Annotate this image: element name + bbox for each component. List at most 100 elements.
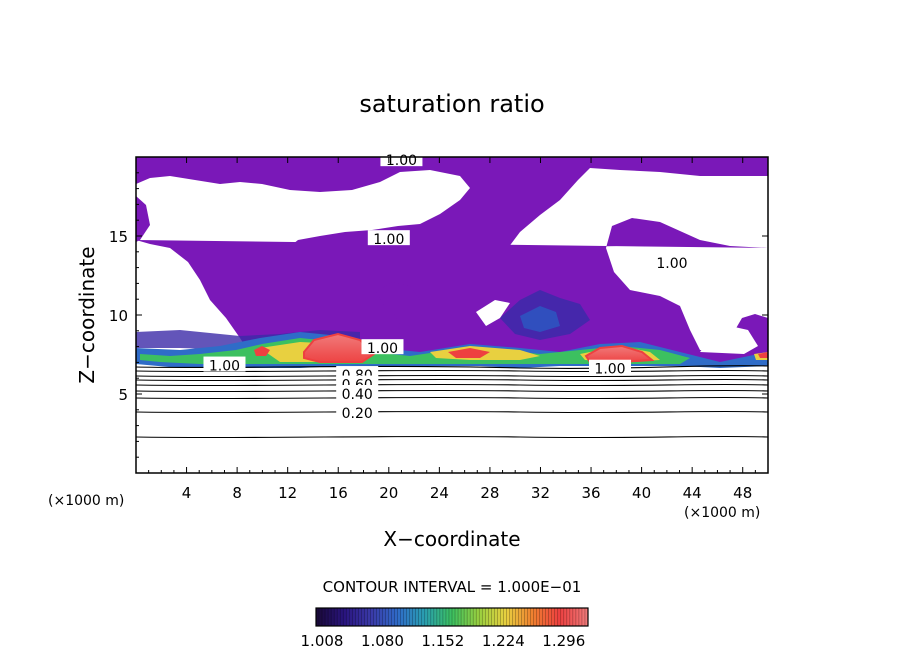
colorbar-stripe [536,608,541,626]
colorbar-stripe [352,608,356,626]
colorbar-stripe [527,608,531,626]
colorbar-stripe [361,608,365,626]
colorbar-stripe [418,608,423,626]
colorbar-stripe [473,608,477,626]
colorbar-stripe [400,608,405,626]
colorbar-stripe [442,608,447,626]
x-axis-ticks: 4 8 12 16 20 24 28 32 36 40 44 48 [148,157,756,502]
colorbar-stripe [325,608,329,626]
colorbar-stripe [379,608,383,626]
colorbar-stripe [575,608,580,626]
y-axis-title: Z−coordinate [75,246,99,383]
x-tick-label: 40 [632,484,651,502]
colorbar-tick-label: 1.224 [482,632,525,650]
middle-supersaturated-region [136,218,768,366]
colorbar-stripe [358,608,362,626]
colorbar-stripe [515,608,519,626]
contour-label: 0.40 [342,387,373,403]
x-tick-label: 12 [278,484,297,502]
y-unit-label: (×1000 m) [48,493,124,509]
colorbar-stripe [385,608,389,626]
colorbar-stripe [319,608,323,626]
colorbar-stripe [382,608,386,626]
hot-core-4 [448,348,490,358]
y-axis-ticks: 5 10 15 [109,172,768,458]
colorbar-stripe [470,608,474,626]
colorbar-stripe [328,608,332,626]
colorbar-stripe [467,608,471,626]
colorbar-stripe [482,608,486,626]
colorbar-stripe [427,608,432,626]
contour-label-bg [589,359,631,375]
x-tick-label: 16 [329,484,348,502]
colorbar-stripe [563,608,568,626]
colorbar-stripe [448,608,453,626]
colorbar-stripe [548,608,553,626]
contour-label-bg [336,403,379,419]
colorbar-stripe [406,608,411,626]
colorbar-stripe [343,608,347,626]
colorbar-stripe [542,608,547,626]
colorbar-stripe [331,608,335,626]
contour-label: 1.00 [373,232,404,248]
colorbar-stripe [494,608,498,626]
colorbar-stripe [412,608,417,626]
colorbar-stripe [452,608,456,626]
colorbar-stripe [569,608,574,626]
colorbar-stripe [391,608,395,626]
colorbar-stripe [518,608,522,626]
contour-interval-text: CONTOUR INTERVAL = 1.000E−01 [323,578,582,596]
contour-label-bg [336,385,379,400]
x-tick-label: 32 [531,484,550,502]
colorbar-stripe [578,608,583,626]
contour-labels: 1.001.001.001.001.001.000.800.600.400.20 [203,151,693,422]
hot-core-3 [254,346,270,356]
colorbar-stripe [581,608,586,626]
colorbar-stripe [376,608,380,626]
contour-label: 1.00 [656,256,687,272]
colorbar-stripe [512,608,516,626]
colorbar-stripe [533,608,538,626]
colorbar-stripe [551,608,556,626]
contour-lines [136,365,768,439]
colorbar-stripe [491,608,495,626]
colorbar-stripe [524,608,528,626]
colorbar-stripe [355,608,359,626]
colorbar-stripe [530,608,534,626]
x-tick-label: 24 [430,484,449,502]
colorbar-stripe [521,608,525,626]
colorbar-stripe [334,608,338,626]
contour-label: 0.20 [342,406,373,422]
x-tick-label: 8 [232,484,242,502]
x-tick-label: 36 [581,484,600,502]
colorbar-stripe [497,608,501,626]
island-region [376,282,420,324]
contour-label: 1.00 [386,153,417,169]
colorbar [315,607,589,627]
colorbar-stripe [455,608,459,626]
colorbar-stripe [430,608,435,626]
contour-label-bg [203,356,246,372]
colorbar-stripe [503,608,507,626]
colorbar-stripe [340,608,344,626]
x-tick-label: 48 [733,484,752,502]
contour-label: 1.00 [209,359,240,375]
colorbar-stripe [421,608,426,626]
y-tick-label: 15 [109,228,128,246]
colorbar-labels: 1.008 1.080 1.152 1.224 1.296 [301,632,586,650]
colorbar-stripe [346,608,350,626]
x-tick-label: 28 [480,484,499,502]
colorbar-stripe [337,608,341,626]
left-edge-region [136,196,150,242]
contour-label-bg [650,253,693,269]
contour-label-bg [380,151,423,167]
colorbar-tick-label: 1.152 [421,632,464,650]
colorbar-stripe [464,608,468,626]
contour-label: 1.00 [594,362,625,378]
x-axis-title: X−coordinate [383,527,520,551]
colorbar-stripe [557,608,562,626]
colorbar-stripe [373,608,377,626]
colorbar-stripe [509,608,513,626]
contour-label-bg [367,230,410,246]
